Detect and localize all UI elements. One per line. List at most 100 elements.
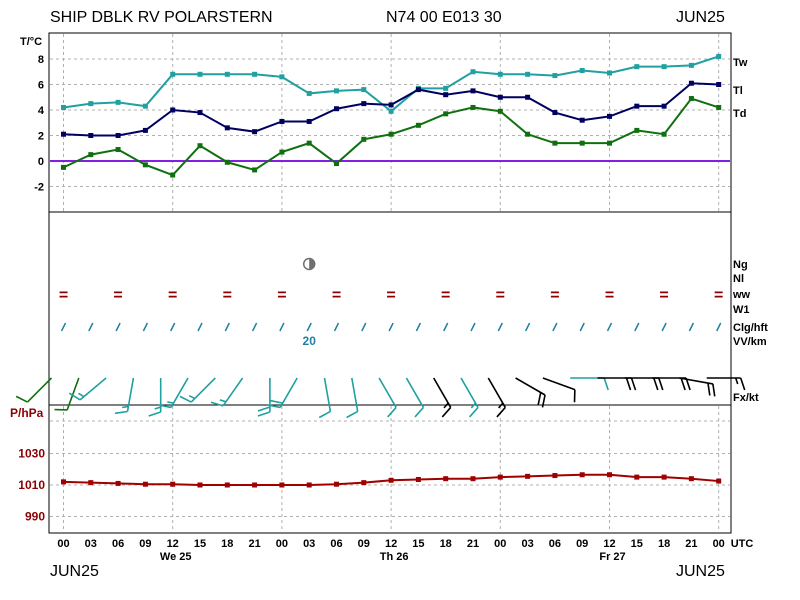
wind-barb-full [318,410,331,419]
row-label-w1: W1 [733,304,750,316]
ceiling-mark [688,322,695,332]
hour-tick-label: 06 [112,538,124,550]
wind-barb-full [658,377,664,391]
wind-barb-full [469,406,479,418]
row-label-clg: Clg/hft [733,322,768,334]
wind-barb-full [680,377,686,391]
wind-barb-full [653,377,659,391]
wind-barb-full [257,406,271,412]
point-td [688,96,694,102]
wind-barb-half [78,392,85,398]
ww-fog-symbol: = [714,287,723,304]
pressure-ylabel: P/hPa [10,406,44,420]
point-tl [88,133,94,138]
temperature-panel [61,53,722,178]
ceiling-mark [388,322,394,332]
point-tw [552,73,558,79]
ceiling-mark [606,322,613,332]
point-tl [552,110,558,116]
point-tl [170,107,176,113]
wind-barb-staff [323,377,332,412]
ww-fog-symbol: = [550,287,559,304]
point-tl [415,87,421,93]
ceiling-mark [170,322,176,332]
temp-ylabel: T/°C [20,36,42,48]
point-td [525,131,531,137]
pressure-point [415,476,421,482]
point-td [61,164,66,170]
hour-tick-label: 03 [303,538,315,550]
pressure-point [279,482,285,488]
point-td [607,140,612,146]
point-tw [716,53,722,59]
temp-tick-label: 4 [38,105,45,117]
date-top: JUN25 [676,9,725,26]
temp-tick-label: 2 [38,131,44,143]
ww-fog-symbol: = [223,287,232,304]
point-tl [224,125,230,131]
wind-barb-full [387,406,397,418]
point-td [170,172,176,178]
point-tw [252,71,258,77]
temp-tick-label: 8 [38,54,44,66]
wind-barb-full [346,410,359,419]
pressure-point [197,482,203,488]
pressure-point [716,478,722,484]
ceiling-mark [361,322,367,332]
point-tw [170,71,176,77]
ceiling-mark [552,322,558,332]
row-label-nl: Nl [733,273,744,285]
pressure-point [252,482,258,488]
wind-barb-half [121,405,129,409]
point-tl [661,103,667,109]
pressure-point [361,480,367,486]
row-label-ww: ww [732,289,751,301]
ceiling-mark [142,322,149,332]
wind-barb-staff [405,377,425,408]
point-td [197,143,203,149]
wind-barb-full [267,404,281,409]
hour-tick-label: 21 [685,538,697,550]
hour-tick-label: 15 [412,538,424,550]
wind-barb-full [630,377,637,391]
point-tw [579,67,585,73]
point-tl [61,131,66,137]
wind-barb-staff [679,377,714,385]
wind-barb-staff [351,377,359,412]
point-td [497,108,503,114]
weather-panel: = = = = = = = = = = = = = 20 [59,257,723,348]
wind-barb-full [707,382,711,396]
ceiling-mark [415,322,422,332]
point-td [716,104,722,110]
day-label: Th 26 [380,551,409,563]
pressure-tick-label: 1010 [18,478,45,492]
point-tl [579,117,585,123]
point-td [415,122,421,128]
ceiling-mark [60,322,67,332]
wind-barb-full [537,392,542,406]
wind-barb-staff [542,377,576,391]
wind-barb-full [541,394,546,408]
ww-fog-symbol: = [441,287,450,304]
ww-fog-symbol: = [59,287,68,304]
pressure-point [224,482,230,488]
wind-barb-staff [126,377,135,412]
hour-tick-label: 06 [330,538,342,550]
pressure-point [552,473,558,479]
temp-tick-label: 0 [38,156,44,168]
ceiling-mark [443,322,449,332]
pressure-point [170,481,176,487]
point-tl [361,101,367,107]
wind-barb-full [210,401,224,407]
ceiling-mark [279,322,285,332]
ww-fog-symbol: = [332,287,341,304]
wind-barb-staff [487,377,506,408]
point-tw [334,88,339,94]
hour-tick-label: 06 [549,538,561,550]
wind-barb-staff [433,377,452,408]
hour-tick-label: 15 [631,538,643,550]
wind-barb-staff [26,377,53,403]
temp-tick-label: 6 [38,80,44,92]
point-tw [88,101,94,107]
pressure-point [579,472,585,478]
